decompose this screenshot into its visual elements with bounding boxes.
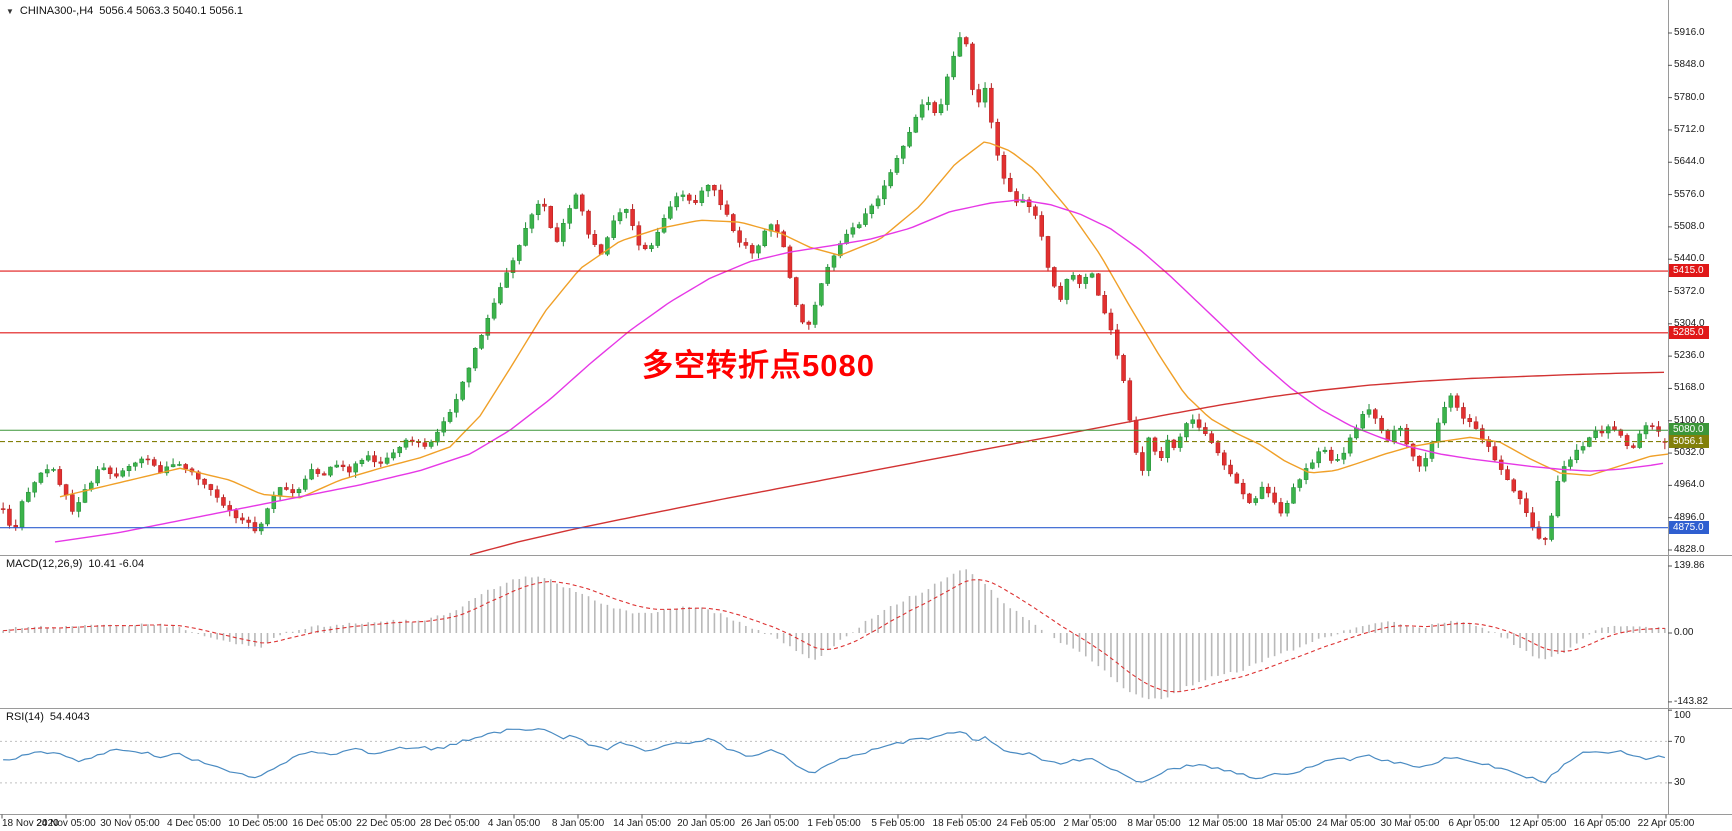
time-axis-label: 8 Jan 05:00 xyxy=(551,818,605,829)
time-axis-label: 2 Mar 05:00 xyxy=(1063,818,1117,829)
price-level-badge: 5080.0 xyxy=(1669,423,1709,437)
rsi-axis-label: 70 xyxy=(1674,735,1686,747)
rsi-name: RSI(14) xyxy=(6,711,44,723)
collapse-triangle-icon[interactable]: ▼ xyxy=(6,6,14,16)
price-axis-label: 5304.0 xyxy=(1674,317,1705,329)
macd-signal-line xyxy=(3,579,1665,693)
macd-axis-label: -143.82 xyxy=(1674,695,1708,707)
time-axis-label: 24 Feb 05:00 xyxy=(996,818,1056,829)
price-axis-label: 5236.0 xyxy=(1674,350,1705,362)
price-level-badge: 4875.0 xyxy=(1669,520,1709,534)
chart-title: ▼ CHINA300-,H4 5056.4 5063.3 5040.1 5056… xyxy=(6,5,243,17)
price-axis-label: 5576.0 xyxy=(1674,188,1705,200)
time-axis-label: 24 Mar 05:00 xyxy=(1316,818,1376,829)
macd-indicator-label: MACD(12,26,9) 10.41 -6.04 xyxy=(6,558,144,570)
time-axis-label: 8 Mar 05:00 xyxy=(1127,818,1181,829)
rsi-indicator-label: RSI(14) 54.4043 xyxy=(6,711,90,723)
price-axis-label: 5372.0 xyxy=(1674,285,1705,297)
time-axis-label: 6 Apr 05:00 xyxy=(1448,818,1500,829)
rsi-axis-label: 100 xyxy=(1674,710,1691,721)
rsi-line xyxy=(3,728,1666,784)
time-axis-label: 18 Mar 05:00 xyxy=(1252,818,1312,829)
time-axis-label: 22 Dec 05:00 xyxy=(356,818,416,829)
time-axis-label: 14 Jan 05:00 xyxy=(613,818,671,829)
price-axis-label: 5440.0 xyxy=(1674,253,1705,265)
time-axis-label: 12 Apr 05:00 xyxy=(1509,818,1567,829)
price-axis[interactable] xyxy=(1668,0,1732,814)
time-axis-label: 20 Jan 05:00 xyxy=(677,818,735,829)
price-axis-label: 5780.0 xyxy=(1674,91,1705,103)
axis-ticks xyxy=(1,32,1672,819)
macd-histogram xyxy=(2,569,1666,700)
price-axis-label: 5916.0 xyxy=(1674,27,1705,38)
time-axis-label: 16 Dec 05:00 xyxy=(292,818,352,829)
price-axis-label: 5848.0 xyxy=(1674,59,1705,71)
price-axis-label: 5644.0 xyxy=(1674,156,1705,168)
time-axis-label: 26 Jan 05:00 xyxy=(741,818,799,829)
time-axis-label: 28 Dec 05:00 xyxy=(420,818,480,829)
symbol-period-label: CHINA300-,H4 xyxy=(19,5,94,17)
time-axis-label: 10 Dec 05:00 xyxy=(228,818,288,829)
price-axis-label: 4828.0 xyxy=(1674,544,1705,555)
price-axis-label: 4964.0 xyxy=(1674,479,1705,491)
time-axis-label: 18 Feb 05:00 xyxy=(932,818,992,829)
macd-name: MACD(12,26,9) xyxy=(6,558,83,570)
time-axis-label: 18 Nov 2020 xyxy=(2,818,59,829)
rsi-value: 54.4043 xyxy=(49,711,90,723)
time-axis-label: 12 Mar 05:00 xyxy=(1188,818,1248,829)
macd-values: 10.41 -6.04 xyxy=(88,558,145,570)
price-axis-label: 5100.0 xyxy=(1674,414,1705,426)
rsi-axis-label: 30 xyxy=(1674,776,1686,788)
price-axis-label: 5032.0 xyxy=(1674,447,1705,459)
time-axis-label: 30 Mar 05:00 xyxy=(1380,818,1440,829)
ohlc-values: 5056.4 5063.3 5040.1 5056.1 xyxy=(99,5,244,17)
time-axis-label: 4 Jan 05:00 xyxy=(487,818,541,829)
price-level-badge: 5285.0 xyxy=(1669,325,1709,339)
price-level-badge: 5415.0 xyxy=(1669,264,1709,278)
slow-ma-line xyxy=(469,371,1665,556)
candles-layer[interactable] xyxy=(0,32,1668,546)
macd-axis-label: 139.86 xyxy=(1674,560,1705,571)
price-axis-label: 5508.0 xyxy=(1674,220,1705,232)
time-axis-label: 22 Apr 05:00 xyxy=(1637,818,1695,829)
price-axis-label: 5712.0 xyxy=(1674,123,1705,135)
time-axis-label: 4 Dec 05:00 xyxy=(167,818,221,829)
time-axis-label: 24 Nov 05:00 xyxy=(36,818,96,829)
price-axis-label: 5168.0 xyxy=(1674,382,1705,394)
fast-ma-line xyxy=(59,141,1669,499)
chart-annotation-text[interactable]: 多空转折点5080 xyxy=(642,348,875,383)
price-axis-label: 4896.0 xyxy=(1674,511,1705,523)
time-axis-label: 1 Feb 05:00 xyxy=(807,818,861,829)
time-axis-label: 16 Apr 05:00 xyxy=(1573,818,1631,829)
time-axis-label: 5 Feb 05:00 xyxy=(871,818,925,829)
time-axis-label: 30 Nov 05:00 xyxy=(100,818,160,829)
macd-axis-label: 0.00 xyxy=(1674,627,1694,638)
price-level-badge: 5056.1 xyxy=(1669,434,1709,448)
